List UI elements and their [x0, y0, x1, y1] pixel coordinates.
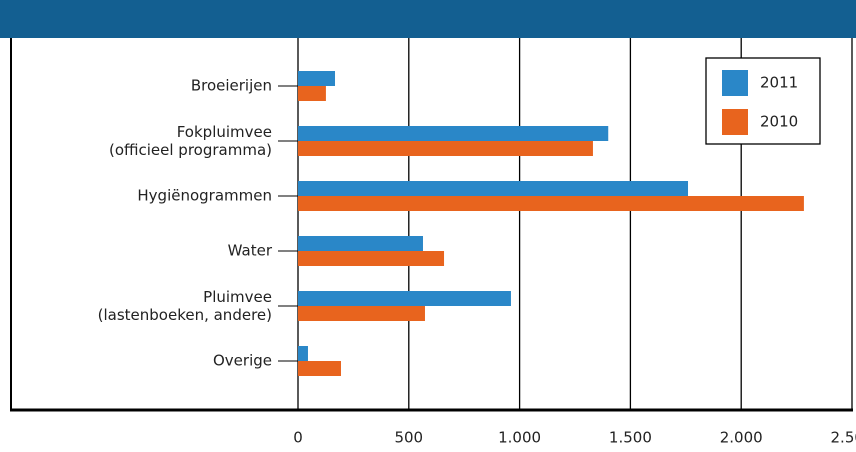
- bar: [298, 236, 423, 251]
- bar: [298, 306, 425, 321]
- y-tick-label: Fokpluimvee (officieel programma): [109, 123, 272, 159]
- bar: [298, 291, 511, 306]
- x-tick-label: 0: [293, 429, 303, 447]
- bar: [298, 361, 341, 376]
- x-tick-label: 1.000: [498, 429, 541, 447]
- x-tick-label: 500: [394, 429, 423, 447]
- x-tick-label: 2.000: [720, 429, 763, 447]
- bar: [298, 346, 308, 361]
- x-tick-label: 1.500: [609, 429, 652, 447]
- y-tick-label: Hygiënogrammen: [137, 187, 272, 205]
- legend-swatch: [722, 109, 748, 135]
- bar: [298, 251, 445, 266]
- bar: [298, 181, 689, 196]
- bar: [298, 126, 609, 141]
- header-bar: [0, 0, 856, 38]
- bar: [298, 71, 336, 86]
- y-tick-label: Water: [228, 242, 273, 260]
- y-tick-label: Broeierijen: [191, 77, 272, 95]
- y-tick-label: Overige: [213, 352, 272, 370]
- legend-label: 2010: [760, 113, 798, 131]
- legend-label: 2011: [760, 74, 798, 92]
- bar: [298, 141, 593, 156]
- bar: [298, 86, 326, 101]
- bar: [298, 196, 804, 211]
- legend-swatch: [722, 70, 748, 96]
- x-tick-label: 2.500: [831, 429, 856, 447]
- y-tick-label: Pluimvee (lastenboeken, andere): [98, 288, 272, 324]
